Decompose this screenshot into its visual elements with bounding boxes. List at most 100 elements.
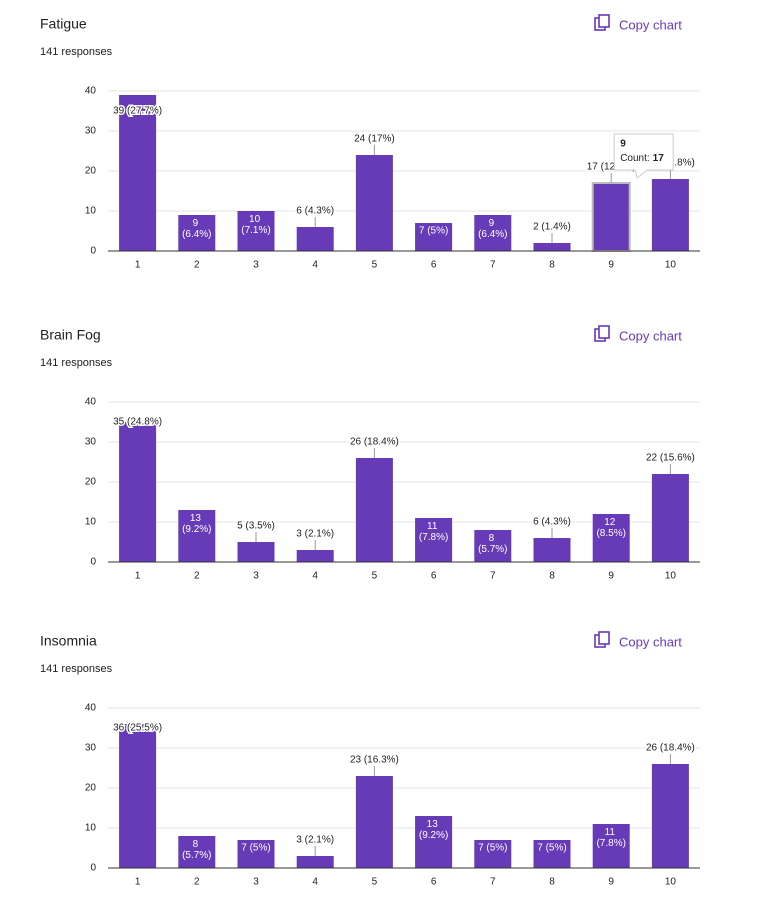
- bar[interactable]: [178, 510, 216, 562]
- chart-title: Fatigue: [40, 16, 87, 32]
- bar[interactable]: [355, 155, 393, 251]
- bar[interactable]: [415, 518, 453, 562]
- tooltip-label: Count:: [620, 153, 649, 164]
- data-label: 3 (2.1%): [296, 835, 334, 846]
- bar[interactable]: [296, 227, 334, 251]
- response-count: 141 responses: [40, 663, 113, 675]
- data-label: 10 (7.1%): [241, 214, 270, 236]
- bar[interactable]: [237, 542, 275, 562]
- data-label: 8 (5.7%): [182, 839, 211, 861]
- data-label: 11 (7.8%): [596, 827, 625, 849]
- copy-chart-label: Copy chart: [619, 17, 682, 32]
- data-label: 36 (25.5%): [113, 723, 162, 734]
- data-label: 23 (16.3%): [350, 755, 399, 766]
- bar[interactable]: [119, 95, 157, 251]
- x-tick-label: 4: [312, 877, 318, 888]
- data-label: 9 (6.4%): [478, 218, 507, 240]
- tooltip-title: 9: [620, 139, 626, 150]
- bar[interactable]: [296, 550, 334, 562]
- bar[interactable]: [533, 243, 571, 251]
- y-tick-label: 10: [85, 823, 97, 834]
- y-tick-label: 0: [90, 246, 96, 257]
- bar[interactable]: [591, 182, 631, 252]
- bar[interactable]: [119, 422, 157, 562]
- x-tick-label: 1: [135, 260, 141, 271]
- chart: Insomnia 141 responses Copy chart 0 10 20 30 40…: [40, 631, 700, 888]
- data-label: 22 (15.6%): [646, 453, 695, 464]
- copy-chart-button[interactable]: Copy chart: [594, 14, 682, 32]
- x-tick-label: 9: [608, 571, 614, 582]
- bar[interactable]: [651, 764, 689, 868]
- copy-chart-button[interactable]: Copy chart: [594, 325, 682, 343]
- x-tick-label: 8: [549, 571, 555, 582]
- data-label: 13 (9.2%): [182, 513, 211, 535]
- data-label: 7 (5%): [478, 843, 507, 854]
- x-tick-label: 9: [608, 260, 614, 271]
- tooltip-box: [613, 133, 674, 179]
- bar[interactable]: [651, 179, 689, 251]
- x-tick-label: 4: [312, 260, 318, 271]
- bar[interactable]: [355, 458, 393, 562]
- data-label: 7 (5%): [419, 226, 448, 237]
- data-label: 12 (8.5%): [596, 517, 625, 539]
- bar[interactable]: [651, 474, 689, 562]
- x-tick-label: 5: [372, 877, 378, 888]
- bar[interactable]: [474, 840, 512, 868]
- data-label: 8 (5.7%): [478, 533, 507, 555]
- tooltip: 9 Count: 17: [613, 133, 674, 179]
- bar[interactable]: [178, 836, 216, 868]
- bar[interactable]: [533, 538, 571, 562]
- bar[interactable]: [474, 215, 512, 251]
- x-tick-label: 10: [665, 877, 677, 888]
- data-label: 35 (24.8%): [113, 417, 162, 428]
- bar[interactable]: [296, 856, 334, 868]
- tooltip-value: 17: [653, 153, 665, 164]
- copy-chart-button[interactable]: Copy chart: [594, 631, 682, 649]
- data-label: 39 (27.7%): [113, 106, 162, 117]
- bar[interactable]: [355, 776, 393, 868]
- bar[interactable]: [415, 223, 453, 251]
- copy-icon-front: [598, 325, 610, 339]
- data-label: 13 (9.2%): [419, 819, 448, 841]
- x-tick-label: 1: [135, 571, 141, 582]
- y-tick-label: 0: [90, 557, 96, 568]
- chart-title: Brain Fog: [40, 327, 101, 343]
- y-tick-label: 40: [85, 397, 97, 408]
- data-label: 9 (6.4%): [182, 218, 211, 240]
- chart: Brain Fog 141 responses Copy chart 0 10 20 30 4…: [40, 325, 700, 582]
- x-tick-label: 7: [490, 571, 496, 582]
- y-tick-label: 30: [85, 437, 97, 448]
- y-tick-label: 30: [85, 743, 97, 754]
- x-tick-label: 3: [253, 877, 259, 888]
- bar[interactable]: [119, 724, 157, 868]
- bar[interactable]: [237, 211, 275, 251]
- bar[interactable]: [533, 840, 571, 868]
- x-tick-label: 8: [549, 260, 555, 271]
- data-label: 2 (1.4%): [533, 222, 571, 233]
- bar[interactable]: [237, 840, 275, 868]
- chart: Fatigue 141 responses Copy chart 0 10 20 30 40 1…: [40, 14, 700, 271]
- bar[interactable]: [474, 530, 512, 562]
- response-count: 141 responses: [40, 357, 113, 369]
- bar[interactable]: [592, 514, 630, 562]
- x-tick-label: 4: [312, 571, 318, 582]
- data-label: 24 (17%): [354, 134, 395, 145]
- y-tick-label: 0: [90, 863, 96, 874]
- x-tick-label: 10: [665, 260, 677, 271]
- x-tick-label: 6: [431, 571, 437, 582]
- bar[interactable]: [178, 215, 216, 251]
- copy-chart-label: Copy chart: [619, 328, 682, 343]
- x-tick-label: 10: [665, 571, 677, 582]
- x-tick-label: 2: [194, 877, 200, 888]
- x-tick-label: 8: [549, 877, 555, 888]
- chart-title: Insomnia: [40, 633, 97, 649]
- bar[interactable]: [415, 816, 453, 868]
- x-tick-label: 5: [372, 571, 378, 582]
- x-tick-label: 3: [253, 260, 259, 271]
- x-tick-label: 6: [431, 260, 437, 271]
- copy-icon-front: [598, 631, 610, 645]
- x-tick-label: 1: [135, 877, 141, 888]
- bar[interactable]: [592, 824, 630, 868]
- data-label: 7 (5%): [241, 843, 270, 854]
- y-tick-label: 30: [85, 126, 97, 137]
